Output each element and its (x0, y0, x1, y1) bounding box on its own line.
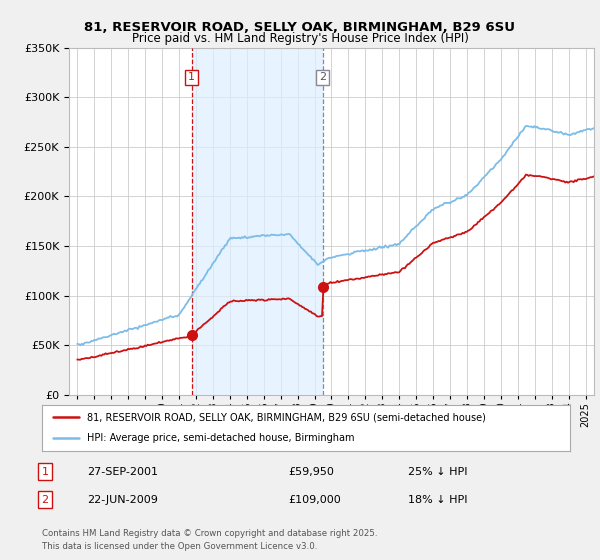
Text: Price paid vs. HM Land Registry's House Price Index (HPI): Price paid vs. HM Land Registry's House … (131, 32, 469, 45)
Text: £109,000: £109,000 (288, 494, 341, 505)
Text: HPI: Average price, semi-detached house, Birmingham: HPI: Average price, semi-detached house,… (87, 433, 355, 444)
Text: 1: 1 (41, 466, 49, 477)
Text: 22-JUN-2009: 22-JUN-2009 (87, 494, 158, 505)
Text: Contains HM Land Registry data © Crown copyright and database right 2025.
This d: Contains HM Land Registry data © Crown c… (42, 529, 377, 550)
Text: 18% ↓ HPI: 18% ↓ HPI (408, 494, 467, 505)
Text: 1: 1 (188, 72, 195, 82)
Text: 25% ↓ HPI: 25% ↓ HPI (408, 466, 467, 477)
Bar (191, 48, 323, 395)
Text: £59,950: £59,950 (288, 466, 334, 477)
Text: 27-SEP-2001: 27-SEP-2001 (87, 466, 158, 477)
Text: 81, RESERVOIR ROAD, SELLY OAK, BIRMINGHAM, B29 6SU: 81, RESERVOIR ROAD, SELLY OAK, BIRMINGHA… (85, 21, 515, 34)
Text: 2: 2 (41, 494, 49, 505)
Text: 2: 2 (319, 72, 326, 82)
Text: 81, RESERVOIR ROAD, SELLY OAK, BIRMINGHAM, B29 6SU (semi-detached house): 81, RESERVOIR ROAD, SELLY OAK, BIRMINGHA… (87, 412, 486, 422)
